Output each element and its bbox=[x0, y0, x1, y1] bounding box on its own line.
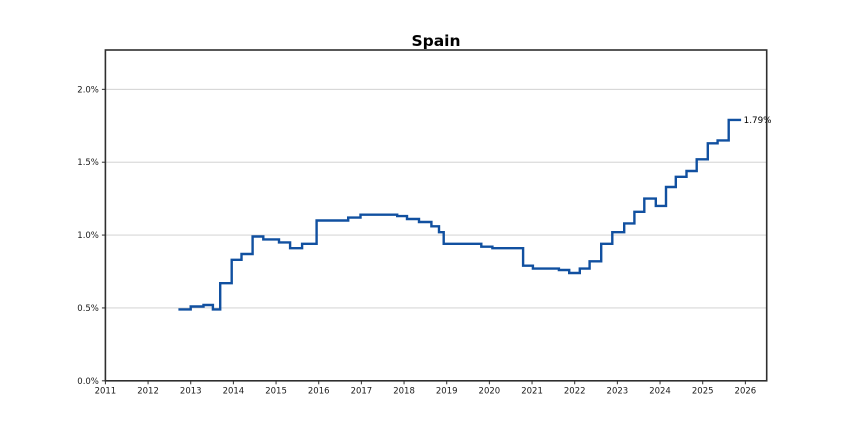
y-tick-label: 1.5% bbox=[77, 158, 99, 168]
y-axis-ticks bbox=[101, 88, 106, 382]
x-tick-label: 2017 bbox=[351, 386, 373, 396]
y-tick-label: 0.0% bbox=[77, 377, 99, 387]
x-tick-label: 2019 bbox=[436, 386, 458, 396]
y-tick-label: 2.0% bbox=[77, 85, 99, 95]
x-tick-label: 2011 bbox=[95, 386, 117, 396]
series-line-spain bbox=[178, 118, 742, 311]
grid-lines bbox=[105, 88, 767, 309]
y-tick-label: 0.5% bbox=[77, 304, 99, 314]
x-tick-label: 2020 bbox=[479, 386, 501, 396]
x-tick-label: 2013 bbox=[180, 386, 202, 396]
x-axis-labels: 2011 2012 2013 2014 2015 2016 2017 2018 2019 2020… bbox=[95, 386, 757, 396]
x-tick-label: 2015 bbox=[265, 386, 287, 396]
y-axis-labels: 0.0% 0.5% 1.0% 1.5% 2.0% bbox=[77, 85, 99, 386]
x-tick-label: 2014 bbox=[223, 386, 245, 396]
x-tick-label: 2018 bbox=[393, 386, 415, 396]
plot-border bbox=[104, 49, 768, 382]
chart-title: Spain bbox=[411, 32, 460, 50]
x-tick-label: 2023 bbox=[607, 386, 629, 396]
x-axis-ticks bbox=[104, 380, 746, 385]
y-tick-label: 1.0% bbox=[77, 231, 99, 241]
x-tick-label: 2022 bbox=[564, 386, 586, 396]
x-tick-label: 2025 bbox=[692, 386, 714, 396]
x-tick-label: 2021 bbox=[521, 386, 543, 396]
x-tick-label: 2012 bbox=[137, 386, 159, 396]
x-tick-label: 2016 bbox=[308, 386, 330, 396]
end-value-label: 1.79% bbox=[744, 116, 772, 126]
x-tick-label: 2024 bbox=[649, 386, 671, 396]
x-tick-label: 2026 bbox=[735, 386, 757, 396]
